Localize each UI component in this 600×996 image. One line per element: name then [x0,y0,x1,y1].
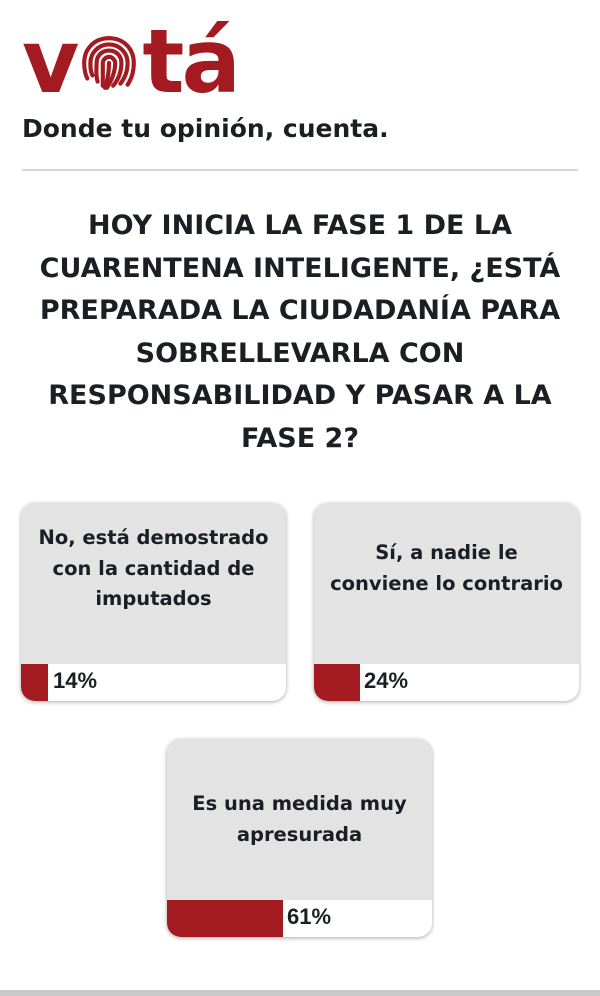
result-fill [167,900,283,937]
option-label: Es una medida muy apresurada [192,792,407,846]
fingerprint-icon [82,36,137,90]
header-divider [22,169,578,171]
result-percent: 14% [53,668,98,693]
result-percent: 61% [287,904,332,929]
bottom-edge [0,990,600,996]
result-bar: 61% [167,900,432,937]
option-label: Sí, a nadie le conviene lo contrario [330,541,563,595]
result-fill [314,664,360,701]
result-bar: 24% [314,664,579,701]
poll-option-3[interactable]: Es una medida muy apresurada 61% [167,739,432,937]
result-fill [21,664,48,701]
poll-option-1[interactable]: No, está demostrado con la cantidad de i… [21,503,286,701]
result-percent: 24% [364,668,409,693]
tagline: Donde tu opinión, cuenta. [22,114,389,143]
logo-text-left: v [22,10,79,113]
poll-option-2[interactable]: Sí, a nadie le conviene lo contrario 24% [314,503,579,701]
logo-text-right: tá [142,10,240,113]
option-label: No, está demostrado con la cantidad de i… [38,526,269,610]
poll-question: HOY INICIA LA FASE 1 DE LA CUARENTENA IN… [39,210,561,454]
result-bar: 14% [21,664,286,701]
brand-logo: v tá [22,10,241,113]
